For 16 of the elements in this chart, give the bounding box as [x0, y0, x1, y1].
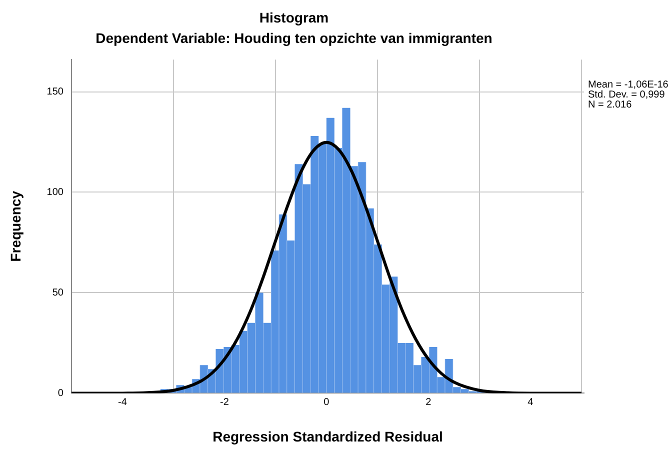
y-tick-label: 150	[46, 86, 64, 98]
y-tick-label: 50	[52, 287, 64, 298]
text: Mean = -1,06E-16	[588, 79, 668, 90]
y-axis-title: Frequency	[7, 190, 24, 262]
text: Std. Dev. = 0,999	[588, 89, 666, 100]
chart-subtitle: Dependent Variable: Houding ten opzichte van immigranten	[96, 30, 492, 46]
x-tick-label: 2	[426, 396, 432, 408]
y-tick-label: 100	[46, 186, 64, 198]
x-tick-label: -2	[220, 396, 230, 408]
chart-title: Histogram	[259, 9, 329, 26]
text: N = 2.016	[588, 99, 632, 110]
x-tick-label: 4	[528, 396, 534, 408]
x-axis-title: Regression Standardized Residual	[212, 428, 443, 444]
x-tick-label: 0	[324, 396, 330, 408]
x-tick-label: -4	[118, 396, 128, 408]
y-tick-label: 0	[58, 388, 64, 399]
